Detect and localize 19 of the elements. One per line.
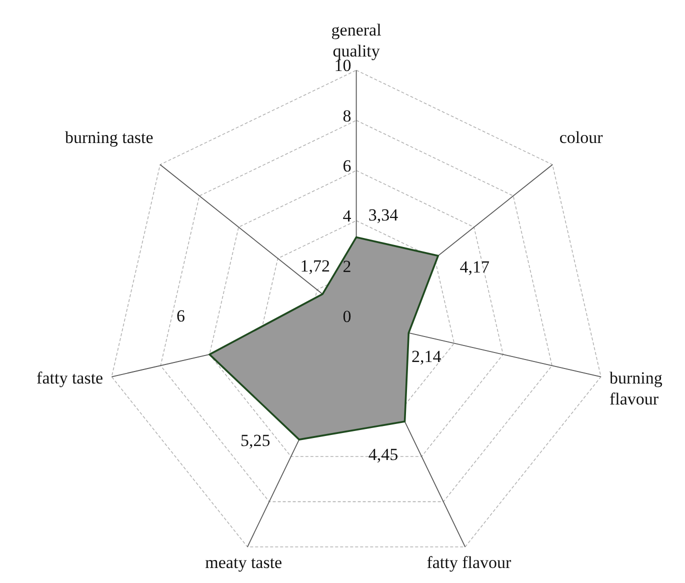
spoke-label: colour (559, 128, 604, 148)
y-tick-label: 2 (342, 256, 352, 276)
y-tick-label: 8 (342, 106, 352, 126)
data-label: 2,14 (412, 346, 442, 366)
data-label: 6 (176, 306, 185, 326)
data-label: 1,72 (300, 256, 330, 276)
data-label: 3,34 (368, 206, 399, 225)
spoke-label: burning taste (64, 128, 154, 148)
spoke-label: general quality (331, 20, 382, 60)
y-tick-label: 6 (342, 156, 352, 176)
y-tick-label: 0 (342, 306, 352, 326)
spoke-label: meaty taste (205, 552, 282, 572)
spoke-label: fatty flavour (426, 552, 512, 572)
spoke-label: fatty taste (36, 368, 104, 388)
y-tick-label: 4 (342, 206, 352, 226)
data-label: 4,17 (460, 258, 490, 277)
data-label: 4,45 (368, 444, 398, 464)
spoke-label: burning flavour (609, 368, 663, 409)
data-label: 5,25 (240, 430, 270, 450)
